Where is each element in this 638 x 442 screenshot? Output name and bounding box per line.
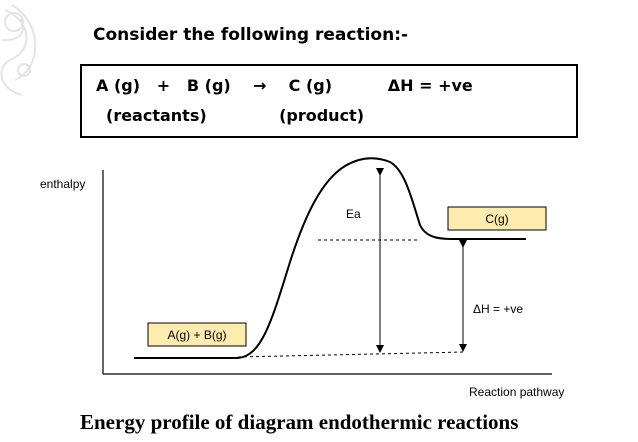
x-axis-label: Reaction pathway: [469, 385, 564, 399]
diagram-caption: Energy profile of diagram endothermic re…: [80, 410, 519, 434]
delta-h-label: ΔH = +ve: [473, 302, 523, 316]
heading: Consider the following reaction:-: [93, 25, 409, 45]
reactant-level-box: [147, 322, 247, 347]
reaction-roles: (reactants) (product): [106, 106, 365, 125]
reaction-equation: A (g) + B (g) → C (g) ΔH = +ve: [96, 76, 473, 95]
activation-energy-label: Ea: [346, 207, 361, 221]
reactant-level-dashed-line: [237, 351, 466, 358]
y-axis-label: enthalpy: [40, 177, 85, 191]
product-level-box: [447, 206, 547, 231]
reactant-level-label: A(g) + B(g): [167, 328, 226, 342]
reaction-box: A (g) + B (g) → C (g) ΔH = +ve (reactant…: [80, 64, 578, 138]
decorative-swirl-ornament: [0, 4, 37, 96]
energy-curve: [134, 157, 526, 359]
product-level-label: C(g): [485, 212, 508, 226]
